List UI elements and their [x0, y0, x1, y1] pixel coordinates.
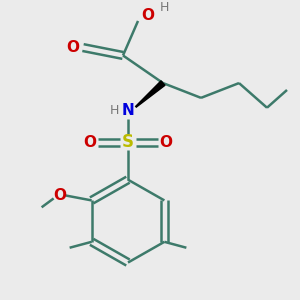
- Text: O: O: [83, 135, 97, 150]
- Text: H: H: [159, 1, 169, 13]
- Text: O: O: [67, 40, 80, 55]
- Text: N: N: [122, 103, 134, 118]
- Text: O: O: [53, 188, 66, 203]
- Polygon shape: [136, 81, 165, 107]
- Text: H: H: [109, 104, 119, 117]
- Text: S: S: [122, 133, 134, 151]
- Text: O: O: [160, 135, 172, 150]
- Text: O: O: [142, 8, 154, 22]
